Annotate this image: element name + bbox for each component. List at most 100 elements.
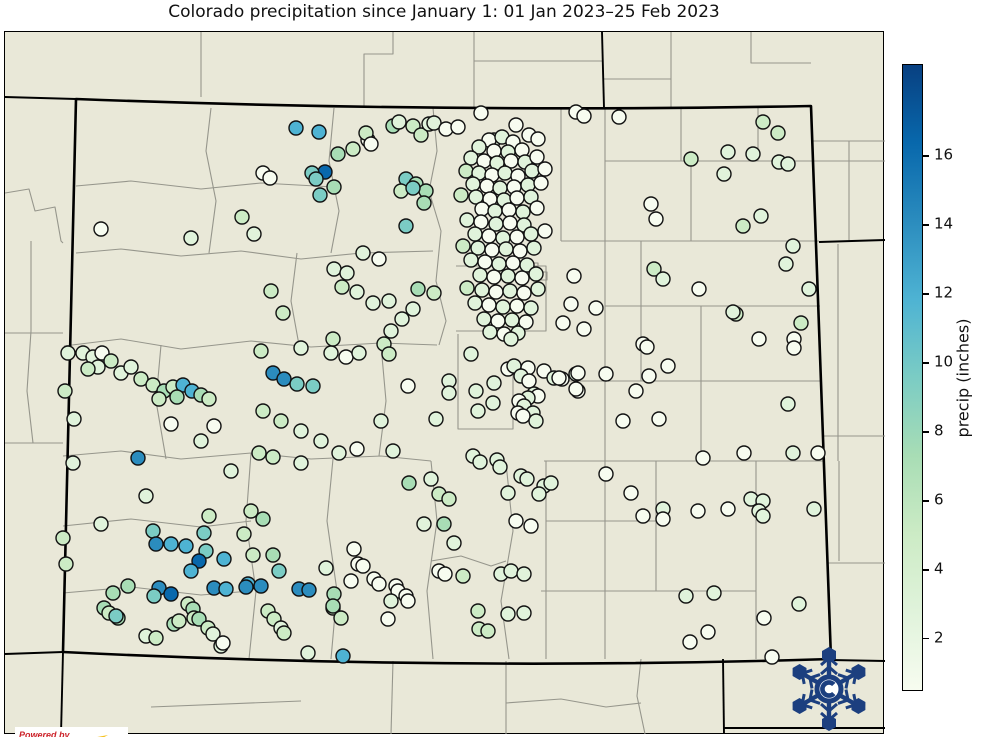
station-point	[576, 108, 592, 124]
station-point	[690, 503, 706, 519]
station-point	[93, 516, 109, 532]
station-point	[467, 226, 483, 242]
station-point	[383, 593, 399, 609]
station-point	[505, 255, 521, 271]
county-line	[390, 660, 394, 735]
station-point	[345, 141, 361, 157]
station-point	[265, 449, 281, 465]
station-point	[103, 353, 119, 369]
station-point	[148, 630, 164, 646]
station-point	[145, 523, 161, 539]
station-point	[105, 585, 121, 601]
station-point	[725, 304, 741, 320]
station-point	[756, 610, 772, 626]
county-line	[75, 180, 335, 190]
station-point	[468, 383, 484, 399]
station-point	[753, 208, 769, 224]
station-point	[293, 455, 309, 471]
station-point	[735, 218, 751, 234]
station-point	[481, 297, 497, 313]
station-point	[503, 331, 519, 347]
station-point	[516, 566, 532, 582]
station-point	[509, 190, 525, 206]
station-point	[416, 195, 432, 211]
station-point	[508, 117, 524, 133]
station-point	[615, 413, 631, 429]
station-point	[401, 475, 417, 491]
colorbar-tick-label: 16	[934, 145, 954, 164]
station-point	[416, 516, 432, 532]
station-point	[576, 321, 592, 337]
station-point	[216, 551, 232, 567]
county-line	[150, 700, 302, 708]
county-line	[750, 32, 811, 64]
station-point	[293, 423, 309, 439]
station-point	[265, 547, 281, 563]
county-line	[62, 450, 432, 462]
station-point	[691, 281, 707, 297]
station-point	[276, 625, 292, 641]
colorado-map	[5, 32, 885, 735]
station-point	[481, 228, 497, 244]
station-point	[459, 212, 475, 228]
station-point	[308, 171, 324, 187]
colorbar-tick-label: 4	[934, 559, 944, 578]
station-point	[515, 204, 531, 220]
station-point	[293, 340, 309, 356]
station-point	[275, 305, 291, 321]
station-point	[785, 238, 801, 254]
county-line	[378, 344, 387, 457]
state-border-segment	[722, 658, 725, 735]
station-points-layer	[55, 104, 826, 665]
station-point	[486, 375, 502, 391]
station-point	[463, 150, 479, 166]
station-point	[509, 298, 525, 314]
station-point	[518, 314, 534, 330]
station-point	[245, 547, 261, 563]
station-point	[526, 240, 542, 256]
station-point	[537, 161, 553, 177]
colorbar-tick-label: 8	[934, 421, 944, 440]
colorbar-tick-label: 2	[934, 628, 944, 647]
station-point	[555, 315, 571, 331]
colorbar-tick	[923, 430, 929, 433]
station-point	[801, 281, 817, 297]
station-point	[470, 403, 486, 419]
station-point	[151, 391, 167, 407]
station-point	[755, 114, 771, 130]
station-point	[205, 626, 221, 642]
station-point	[529, 200, 545, 216]
station-point	[793, 315, 809, 331]
station-point	[80, 361, 96, 377]
station-point	[326, 179, 342, 195]
station-point	[255, 403, 271, 419]
station-point	[215, 635, 231, 651]
colorbar-tick-label: 10	[934, 352, 954, 371]
colorbar-tick-label: 12	[934, 283, 954, 302]
station-point	[300, 645, 316, 661]
station-point	[791, 596, 807, 612]
station-point	[108, 608, 124, 624]
station-point	[570, 365, 586, 381]
station-point	[635, 508, 651, 524]
station-point	[588, 300, 604, 316]
station-point	[273, 413, 289, 429]
station-point	[648, 211, 664, 227]
station-point	[183, 230, 199, 246]
neighbor-state-borders	[5, 32, 885, 735]
county-line	[326, 458, 338, 660]
station-point	[655, 271, 671, 287]
station-point	[346, 541, 362, 557]
colorbar-tick	[923, 568, 929, 571]
station-point	[323, 345, 339, 361]
colorbar-tick	[923, 499, 929, 502]
station-point	[338, 349, 354, 365]
station-point	[514, 270, 530, 286]
station-point	[473, 214, 489, 230]
station-point	[373, 413, 389, 429]
county-line	[5, 188, 64, 244]
station-point	[305, 378, 321, 394]
station-point	[598, 366, 614, 382]
station-point	[491, 256, 507, 272]
station-point	[238, 579, 254, 595]
